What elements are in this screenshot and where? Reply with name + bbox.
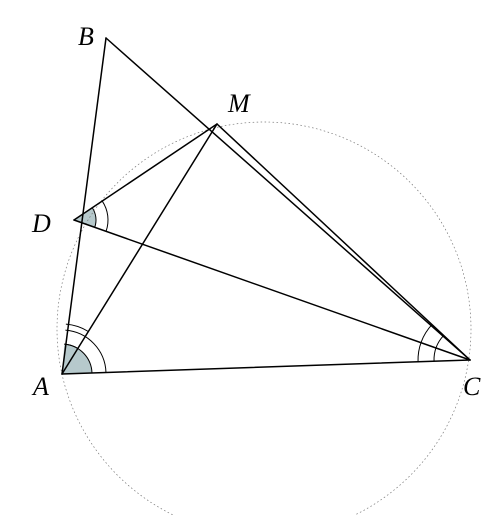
label-M: M [227, 89, 251, 118]
segments [62, 38, 470, 374]
segment-A-B [62, 38, 106, 374]
label-C: C [463, 372, 481, 401]
segment-D-C [74, 220, 470, 360]
label-B: B [78, 22, 94, 51]
segment-A-M [62, 124, 217, 374]
segment-D-M [74, 124, 217, 220]
label-A: A [31, 372, 49, 401]
point-labels: A B C D M [31, 22, 481, 401]
geometry-diagram: A B C D M [0, 0, 500, 515]
segment-B-C [106, 38, 470, 360]
angle-marks [62, 201, 444, 374]
construction-circle [57, 122, 471, 515]
label-D: D [31, 209, 51, 238]
segment-C-M [217, 124, 470, 360]
segment-A-C [62, 360, 470, 374]
